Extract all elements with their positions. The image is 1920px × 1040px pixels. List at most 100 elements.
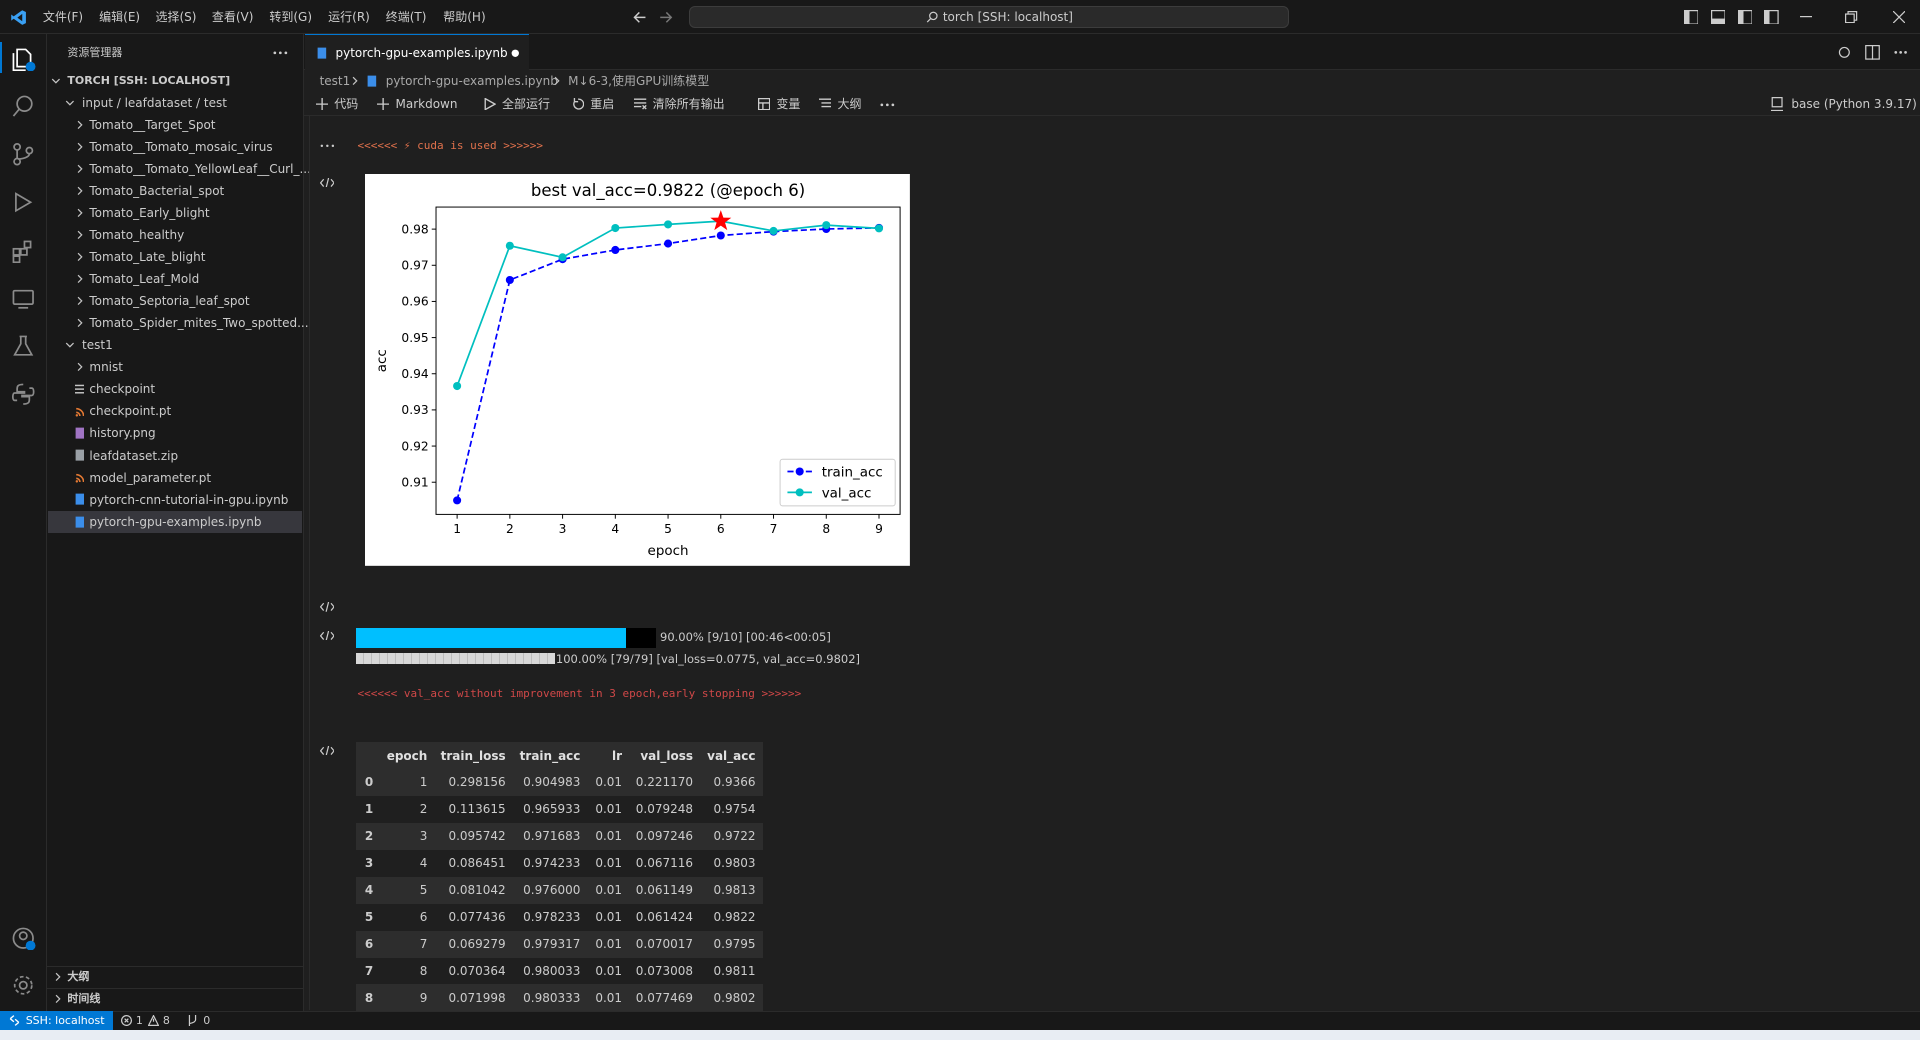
table-cell: 8	[364, 990, 374, 1005]
status-bar	[0, 1011, 1920, 1030]
restart	[573, 97, 585, 110]
activity-icon	[15, 191, 33, 213]
table-cell: 0.01	[595, 964, 623, 979]
toolbar-more	[880, 103, 895, 107]
y-tick-label: 0.95	[401, 331, 428, 345]
toolbar-button: 重启	[590, 97, 615, 112]
table-cell: 0.979317	[523, 937, 581, 952]
ports-count: 0	[203, 1014, 211, 1028]
pane	[1711, 18, 1725, 24]
layout-toggle	[1683, 9, 1699, 25]
command-center-label: torch [SSH: localhost]	[942, 10, 1073, 25]
dot	[284, 51, 288, 55]
table-cell: 0.9822	[713, 910, 756, 925]
gear	[1838, 47, 1850, 59]
dirty-dot	[511, 49, 519, 57]
activity-icon	[12, 48, 36, 71]
series-marker	[663, 239, 672, 248]
tree-item: checkpoint.pt	[89, 404, 172, 419]
section-divider	[46, 966, 304, 968]
x	[124, 1018, 129, 1023]
pane	[1684, 10, 1690, 24]
tree-item: Tomato_healthy	[89, 228, 185, 243]
breadcrumb-item: M↓6-3,使用GPU训练模型	[568, 73, 710, 88]
lens	[928, 11, 938, 21]
py	[11, 383, 35, 405]
table-cell: 5	[364, 910, 374, 925]
remote-label: SSH: localhost	[25, 1014, 105, 1028]
file-icon	[75, 408, 85, 417]
tree-item: pytorch-gpu-examples.ipynb	[89, 514, 262, 529]
activity-icon	[13, 143, 34, 166]
cell-output-icon	[319, 177, 335, 188]
rss-dot	[75, 414, 78, 417]
menu-item: 选择(S)	[155, 10, 197, 25]
chevron-shape	[554, 76, 560, 85]
dot	[320, 145, 323, 148]
x-tick-label: 7	[770, 522, 778, 536]
chevron	[77, 208, 83, 218]
kernel-picker: base (Python 3.9.17)	[1791, 97, 1917, 112]
win-min	[1800, 15, 1813, 18]
chevron	[77, 230, 83, 240]
table-cell: 4	[364, 883, 374, 898]
tree-item: Tomato__Tomato_YellowLeaf__Curl_...	[89, 161, 311, 176]
table-cell: 0.978233	[523, 910, 581, 925]
tree-item: mnist	[89, 360, 123, 375]
x-tick-label: 3	[559, 522, 567, 536]
series-marker	[452, 381, 462, 390]
table-cell: 0.113615	[448, 802, 506, 817]
table-cell: 0.067116	[635, 856, 694, 871]
tree-item: Tomato_Early_blight	[89, 206, 210, 221]
toolbar-divider	[303, 115, 1920, 117]
workspace-root: TORCH [SSH: LOCALHOST]	[67, 73, 231, 87]
series-marker	[452, 496, 462, 505]
chevron	[55, 995, 61, 1004]
progress-fill	[356, 628, 627, 648]
command-center	[689, 6, 1290, 29]
table-row-bg	[356, 742, 763, 769]
legend-marker	[795, 467, 804, 476]
y-axis-label: acc	[375, 349, 390, 372]
arrow	[633, 11, 646, 23]
y-tick-label: 0.92	[401, 439, 428, 453]
chevron	[65, 100, 74, 106]
file-icon	[75, 494, 84, 506]
table-cell: 0.01	[595, 856, 623, 871]
x-axis-label: epoch	[647, 544, 688, 559]
remote-indicator	[0, 1011, 113, 1030]
legend-marker	[795, 488, 804, 497]
cell-output-icon	[319, 602, 335, 613]
menu-item: 终端(T)	[385, 10, 427, 25]
plus	[377, 97, 390, 111]
chart-background	[364, 173, 910, 566]
table-header: lr	[612, 748, 623, 763]
rss	[75, 474, 85, 483]
chevron	[352, 76, 358, 85]
table-cell: 0.9795	[713, 937, 756, 952]
series-marker	[558, 253, 567, 262]
x-tick-label: 8	[822, 522, 830, 536]
tree-item: Tomato__Tomato_mosaic_virus	[89, 139, 273, 154]
table-row-bg	[356, 876, 763, 904]
best-marker	[710, 210, 732, 230]
tree-item: input / leafdataset / test	[82, 95, 227, 110]
warning-count: 8	[162, 1014, 170, 1028]
table-row-bg	[356, 822, 763, 850]
vscode-logo	[11, 9, 26, 25]
table-cell: 0.070017	[635, 937, 694, 952]
layout-toggle	[1737, 9, 1753, 25]
chevron-shape	[77, 120, 83, 129]
warning-icon	[148, 1015, 160, 1027]
chevron-shape	[65, 100, 74, 106]
table-cell: 0.9366	[713, 775, 756, 790]
table-cell: 0.221170	[635, 775, 694, 790]
dot	[880, 103, 884, 107]
table-cell: 0.904983	[523, 775, 581, 790]
x-tick-label: 5	[664, 522, 672, 536]
nav-forward	[659, 11, 673, 23]
chevron	[77, 120, 83, 129]
table-cell: 0	[364, 775, 374, 790]
chevron-shape	[77, 164, 83, 174]
pane	[1738, 10, 1744, 24]
